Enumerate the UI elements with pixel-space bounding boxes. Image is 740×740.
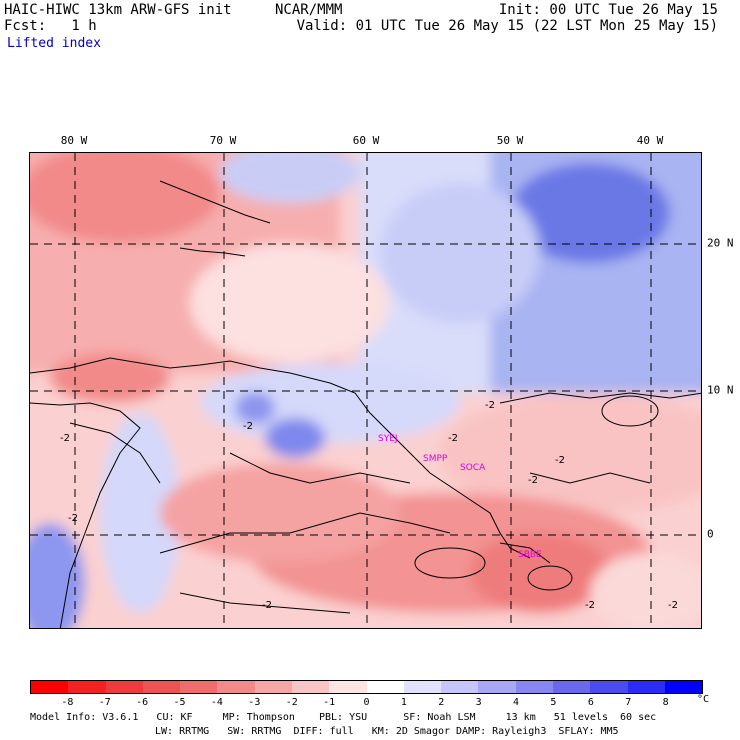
colorbar-tick-label: 7 — [625, 697, 632, 708]
contour-label-group: -2 -2 -2 -2 -2 -2 -2 -2 -2 -2 — [60, 400, 678, 611]
contour-label: -2 — [668, 600, 678, 611]
forecast-hour: Fcst: 1 h — [4, 18, 97, 34]
colorbar-swatch — [478, 681, 516, 693]
lon-label: 40 W — [636, 134, 664, 147]
colorbar-swatch — [329, 681, 367, 693]
shading — [30, 153, 701, 628]
colorbar-swatch — [366, 681, 404, 693]
colorbar-swatch — [291, 681, 330, 693]
lifted-index-map: -2 -2 -2 -2 -2 -2 -2 -2 -2 -2 SYEJ SMPP … — [30, 153, 701, 628]
colorbar-swatch — [515, 681, 553, 693]
colorbar-swatch — [664, 681, 703, 693]
colorbar-swatch — [627, 681, 665, 693]
contour-label: -2 — [448, 433, 458, 444]
station-group: SYEJ SMPP SOCA SBBE — [378, 434, 542, 560]
colorbar-swatch — [217, 681, 255, 693]
field-name: Lifted index — [7, 36, 101, 51]
colorbar-tick-label: 6 — [587, 697, 594, 708]
colorbar-tick-label: 8 — [662, 697, 669, 708]
lat-label: 10 N — [707, 383, 734, 397]
colorbar-swatch — [142, 681, 181, 693]
lon-label: 80 W — [60, 134, 88, 147]
contour-label: -2 — [243, 421, 253, 432]
valid-time: Valid: 01 UTC Tue 26 May 15 (22 LST Mon … — [296, 18, 718, 34]
contour-label: -2 — [485, 400, 495, 411]
colorbar-tick-label: 1 — [400, 697, 407, 708]
map-panel: -2 -2 -2 -2 -2 -2 -2 -2 -2 -2 SYEJ SMPP … — [29, 152, 702, 629]
colorbar-swatch — [590, 681, 628, 693]
colorbar-tick-label: 0 — [363, 697, 370, 708]
station-label-syej: SYEJ — [378, 434, 398, 444]
colorbar-swatch — [68, 681, 106, 693]
colorbar-tick-label: -6 — [136, 697, 149, 708]
colorbar-tick-label: 4 — [513, 697, 520, 708]
init-time: Init: 00 UTC Tue 26 May 15 — [498, 2, 718, 18]
contour-label: -2 — [555, 455, 565, 466]
station-label-sbbe: SBBE — [518, 550, 542, 560]
colorbar — [30, 680, 703, 694]
model-info-line2: LW: RRTMG SW: RRTMG DIFF: full KM: 2D Sm… — [155, 726, 619, 737]
lon-label: 70 W — [209, 134, 237, 147]
colorbar-tick-label: -1 — [323, 697, 336, 708]
coastlines — [30, 180, 551, 628]
colorbar-tick-label: 2 — [438, 697, 445, 708]
colorbar-swatch — [552, 681, 591, 693]
colorbar-tick-label: -4 — [210, 697, 223, 708]
colorbar-tick-label: 3 — [475, 697, 482, 708]
colorbar-tick-label: 5 — [550, 697, 557, 708]
colorbar-unit: °C — [697, 694, 710, 705]
contour-label: -2 — [68, 513, 78, 524]
lon-label: 60 W — [352, 134, 380, 147]
colorbar-swatch — [180, 681, 218, 693]
lon-label: 50 W — [496, 134, 524, 147]
station-label-smpp: SMPP — [423, 454, 448, 464]
lifted-index-contours — [69, 392, 701, 614]
model-title: HAIC-HIWC 13km ARW-GFS init — [4, 2, 232, 18]
colorbar-tick-label: -7 — [98, 697, 111, 708]
station-label-soca: SOCA — [460, 463, 486, 473]
colorbar-swatch — [403, 681, 442, 693]
lat-label: 20 N — [707, 236, 734, 250]
colorbar-swatch — [105, 681, 143, 693]
contour-label: -2 — [585, 600, 595, 611]
graticule — [30, 153, 701, 628]
contour-label: -2 — [528, 475, 538, 486]
colorbar-swatch — [254, 681, 292, 693]
contour-label: -2 — [262, 600, 272, 611]
lat-label: 0 — [707, 527, 714, 541]
center-name: NCAR/MMM — [275, 2, 343, 18]
colorbar-tick-label: -2 — [285, 697, 298, 708]
colorbar-tick-label: -8 — [61, 697, 74, 708]
colorbar-tick-label: -3 — [248, 697, 261, 708]
colorbar-tick-label: -5 — [173, 697, 186, 708]
colorbar-swatch — [31, 681, 69, 693]
model-info-line1: Model Info: V3.6.1 CU: KF MP: Thompson P… — [30, 712, 657, 723]
colorbar-swatch — [441, 681, 479, 693]
contour-label: -2 — [60, 433, 70, 444]
